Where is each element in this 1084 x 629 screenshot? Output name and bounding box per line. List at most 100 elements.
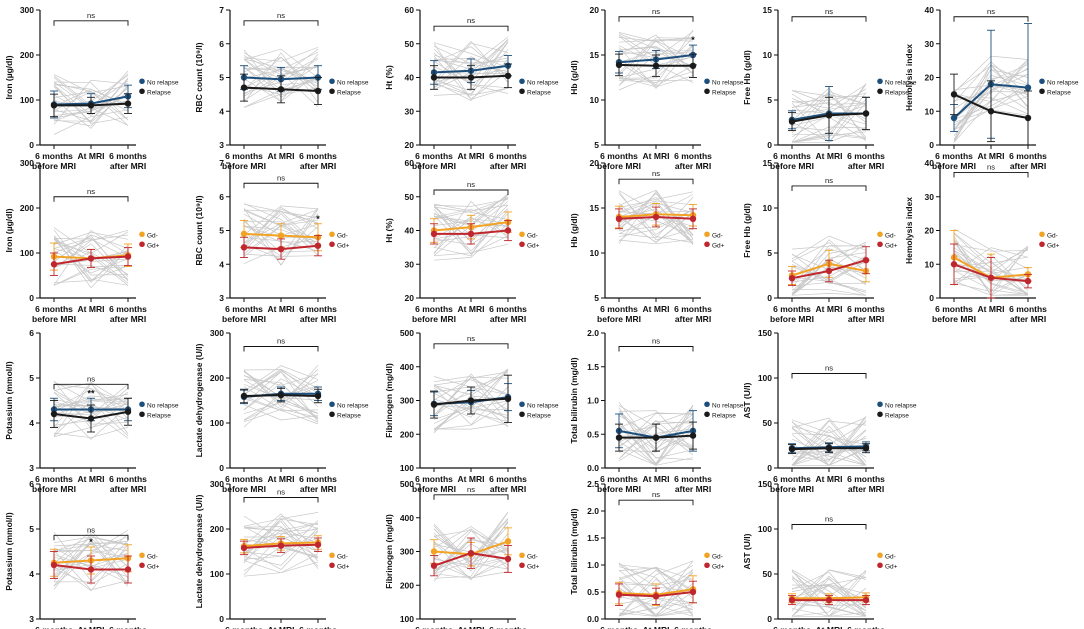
significance-label: ns — [987, 162, 995, 171]
data-point-gd_plus — [504, 555, 512, 563]
y-tick-label: 60 — [405, 5, 415, 15]
data-point-gd_plus — [615, 591, 623, 598]
y-tick-label: 40 — [925, 5, 935, 15]
y-tick-label: 200 — [20, 203, 34, 213]
y-tick-label: 5 — [767, 248, 772, 258]
legend-label: Gd+ — [147, 563, 160, 570]
individual-trace — [618, 571, 694, 617]
individual-trace — [53, 74, 129, 94]
legend-marker — [329, 411, 335, 418]
individual-trace — [433, 379, 509, 395]
x-tick-label-line: At MRI — [78, 151, 105, 161]
legend-marker — [139, 88, 145, 95]
significance-label: ns — [467, 334, 475, 343]
y-tick-label: 200 — [400, 580, 414, 590]
individual-trace — [791, 419, 867, 466]
x-tick-label: At MRI — [78, 625, 105, 629]
significance-label: ns — [467, 16, 475, 25]
x-tick-label-line: 6 months — [299, 474, 337, 484]
y-tick-label: 100 — [210, 418, 224, 428]
x-tick-label-line: 6 months — [674, 151, 712, 161]
legend-marker — [877, 88, 883, 95]
y-tick-label: 500 — [400, 328, 414, 338]
individual-trace — [243, 220, 319, 256]
x-tick-label: At MRI — [816, 304, 843, 314]
data-point-no_relapse — [1024, 84, 1032, 91]
data-point-relapse — [467, 397, 475, 404]
individual-trace — [53, 84, 129, 116]
y-tick-label: 2.0 — [587, 328, 599, 338]
y-tick-label: 7 — [219, 5, 224, 15]
data-point-relapse — [430, 74, 438, 81]
y-tick-label: 200 — [400, 429, 414, 439]
individual-trace — [53, 230, 129, 286]
legend-label: Relapse — [337, 412, 361, 419]
legend-label: Gd+ — [1047, 242, 1060, 249]
y-tick-label: 150 — [758, 328, 772, 338]
individual-trace — [618, 564, 694, 591]
y-tick-label: 100 — [210, 569, 224, 579]
x-tick-label-line: 6 months — [415, 304, 453, 314]
x-tick-label-line: At MRI — [78, 474, 105, 484]
individual-trace — [433, 556, 509, 579]
significance-bracket — [433, 343, 509, 349]
legend-marker — [704, 88, 710, 95]
individual-trace — [243, 530, 319, 560]
individual-trace — [618, 601, 694, 617]
y-tick-label: 50 — [405, 192, 415, 202]
y-tick-label: 40 — [405, 73, 415, 83]
data-point-gd_plus — [689, 588, 697, 596]
legend-label: Gd- — [147, 553, 158, 560]
significance-bracket — [53, 383, 129, 390]
legend-marker — [519, 562, 525, 569]
individual-trace — [53, 384, 129, 411]
individual-trace — [433, 219, 509, 246]
individual-trace — [791, 569, 867, 612]
individual-trace — [791, 570, 867, 617]
significance-bracket — [618, 178, 694, 185]
y-tick-label: 20 — [590, 5, 600, 15]
individual-trace — [243, 527, 319, 566]
individual-trace — [618, 566, 694, 616]
x-tick-label-line: 6 months — [600, 474, 638, 484]
x-tick-label-line: after MRI — [490, 314, 526, 324]
data-point-no_relapse — [950, 114, 958, 122]
individual-trace — [243, 398, 319, 411]
legend-marker — [329, 241, 335, 248]
legend-marker — [519, 88, 525, 95]
y-tick-label: 40 — [405, 226, 415, 236]
data-point-gd_plus — [987, 274, 995, 281]
legend-marker — [519, 401, 525, 408]
panel-ldh_relapse: 0 100 200 300 Lactate dehydrogenase (U/l) 6 m… — [194, 328, 369, 494]
x-tick-label-line: 6 months — [225, 474, 263, 484]
data-point-gd_minus — [277, 232, 285, 239]
x-tick-label: At MRI — [268, 151, 295, 161]
individual-trace — [618, 33, 694, 57]
y-tick-label: 500 — [400, 479, 414, 489]
x-tick-label: At MRI — [816, 474, 843, 484]
data-point-relapse — [87, 102, 95, 109]
data-point-gd_plus — [825, 267, 833, 275]
individual-trace — [433, 521, 509, 572]
panel-fibrinogen_relapse: 100 200 300 400 500 Fibrinogen (mg/dl) 6 month… — [384, 328, 559, 494]
significance-label: ns — [467, 485, 475, 494]
individual-trace — [243, 526, 319, 532]
individual-trace — [953, 244, 1029, 252]
legend-label: Gd- — [527, 232, 538, 239]
legend-label: No relapse — [712, 402, 744, 409]
significance-bracket — [243, 497, 319, 503]
x-tick-label-line: At MRI — [78, 625, 105, 629]
y-tick-label: 0 — [219, 463, 224, 473]
y-tick-label: 15 — [763, 5, 773, 15]
y-axis-label: RBC count (10⁹/l) — [194, 195, 204, 265]
individual-trace — [433, 200, 509, 255]
x-tick-label-line: 6 months — [225, 625, 263, 629]
